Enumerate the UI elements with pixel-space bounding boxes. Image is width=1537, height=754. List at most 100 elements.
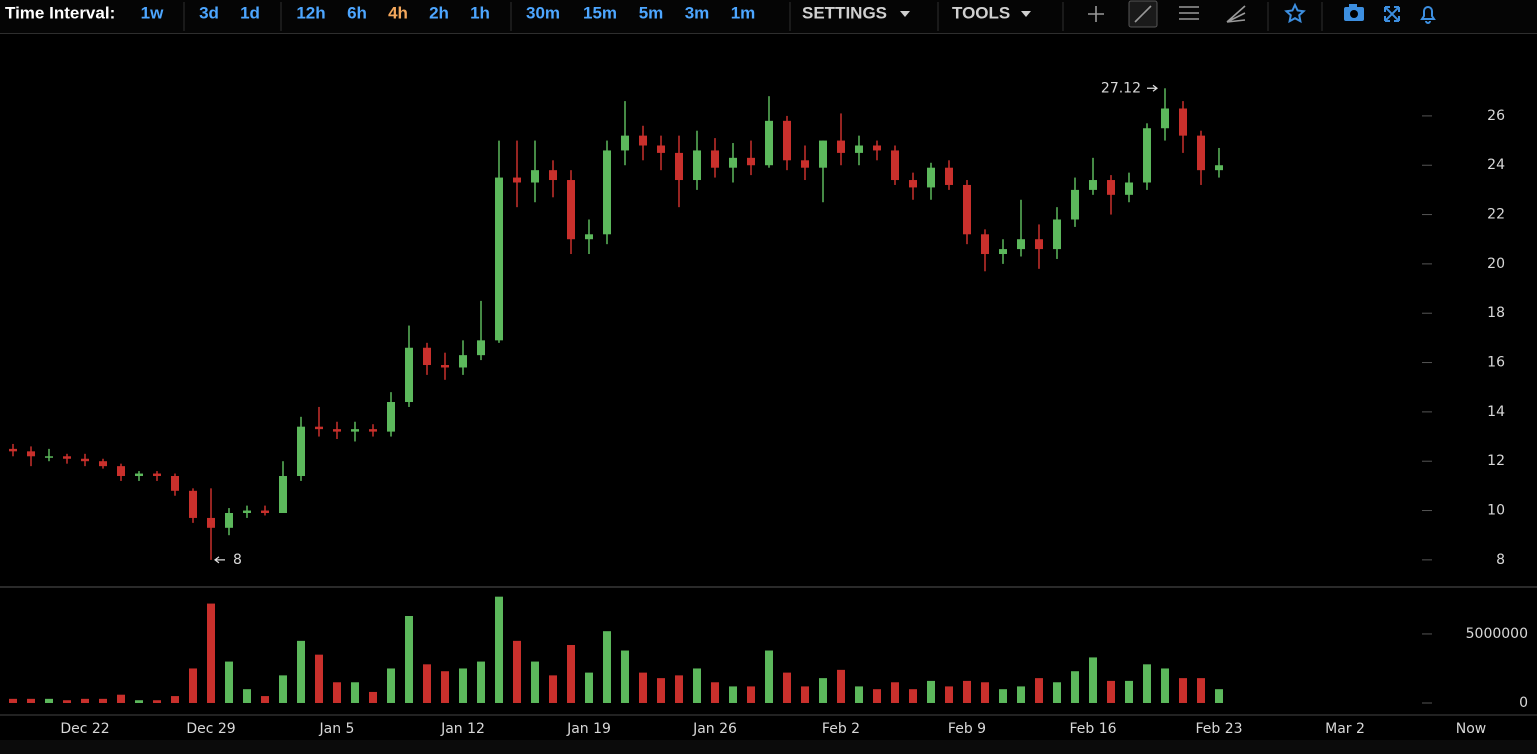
volume-bar [891, 682, 899, 703]
candle-body [45, 456, 53, 458]
interval-button[interactable]: 1w [141, 3, 164, 22]
y-tick-label: 26 [1487, 108, 1505, 124]
volume-bar [711, 682, 719, 703]
volume-bar [837, 669, 845, 703]
interval-button[interactable]: 1m [731, 3, 756, 22]
y-tick-label: 10 [1487, 503, 1505, 519]
interval-button[interactable]: 2h [429, 3, 449, 22]
volume-bar [621, 650, 629, 703]
volume-bar [45, 698, 53, 703]
candle-body [81, 458, 89, 462]
volume-bar [603, 631, 611, 703]
candle-body [351, 429, 359, 432]
volume-bar [117, 694, 125, 703]
x-tick-label: Jan 5 [319, 721, 355, 737]
candle-body [1053, 219, 1061, 250]
volume-bar [477, 661, 485, 703]
volume-bar [1089, 657, 1097, 703]
y-tick-label: 14 [1487, 404, 1505, 420]
screenshot-button[interactable] [1344, 4, 1364, 21]
interval-button[interactable]: 1d [240, 3, 260, 22]
interval-button[interactable]: 4h [388, 3, 408, 22]
volume-bar [729, 686, 737, 703]
volume-bar [405, 615, 413, 703]
x-tick-label: Dec 29 [186, 721, 235, 737]
candle-body [639, 135, 647, 146]
x-tick-label: Jan 26 [692, 721, 737, 737]
footer [0, 740, 1537, 754]
volume-bar [279, 675, 287, 703]
volume-bar [63, 700, 71, 703]
candle-body [963, 184, 971, 235]
interval-button[interactable]: 15m [583, 3, 617, 22]
y-tick-label: 18 [1487, 305, 1505, 321]
volume-bar [81, 698, 89, 703]
tools-menu[interactable]: TOOLS [952, 3, 1010, 22]
candle-body [927, 167, 935, 188]
volume-bar [369, 691, 377, 703]
candle-body [837, 140, 845, 153]
toolbar [0, 0, 1537, 33]
settings-menu[interactable]: SETTINGS [802, 3, 887, 22]
volume-bar [171, 696, 179, 703]
x-tick-label: Feb 9 [948, 721, 986, 737]
x-tick-label: Feb 16 [1069, 721, 1116, 737]
toolbar-label: Time Interval: [5, 3, 115, 22]
candle-body [477, 340, 485, 356]
fan-tool[interactable] [1226, 5, 1246, 23]
candle-body [711, 150, 719, 168]
volume-tick-label: 0 [1519, 695, 1528, 711]
candle-body [513, 177, 521, 183]
interval-button[interactable]: 3d [199, 3, 219, 22]
volume-bar [9, 698, 17, 703]
candle-body [171, 476, 179, 491]
x-tick-label: Dec 22 [60, 721, 109, 737]
volume-tick-label: 5000000 [1466, 626, 1528, 642]
candle-body [891, 150, 899, 181]
volume-bar [657, 678, 665, 703]
volume-bar [567, 644, 575, 703]
candle-body [675, 152, 683, 181]
interval-button[interactable]: 3m [685, 3, 710, 22]
alert-button[interactable] [1420, 6, 1436, 24]
candle-body [1179, 108, 1187, 136]
candle-body [747, 157, 755, 166]
interval-button[interactable]: 1h [470, 3, 490, 22]
interval-button[interactable]: 5m [639, 3, 664, 22]
candle-body [1143, 128, 1151, 183]
dropdown-caret [900, 11, 910, 17]
candle-body [99, 461, 107, 467]
candle-body [207, 517, 215, 528]
interval-button[interactable]: 30m [526, 3, 560, 22]
y-tick-label: 24 [1487, 157, 1505, 173]
interval-button[interactable]: 12h [296, 3, 325, 22]
volume-bar [225, 661, 233, 703]
candle-body [189, 490, 197, 518]
candle-body [297, 426, 305, 477]
volume-bar [207, 603, 215, 703]
crosshair-tool[interactable] [1088, 6, 1104, 22]
volume-bar [999, 689, 1007, 703]
candle-body [333, 429, 341, 432]
menu-tool[interactable] [1179, 6, 1199, 20]
candle-body [279, 476, 287, 514]
fullscreen-button[interactable] [1384, 6, 1400, 22]
candle-body [783, 120, 791, 161]
candle-body [819, 140, 827, 168]
line-tool[interactable] [1128, 0, 1158, 28]
volume-bar [531, 661, 539, 703]
min-label: 8 [233, 552, 242, 568]
volume-bar [1071, 671, 1079, 703]
favorite-button[interactable] [1284, 2, 1306, 24]
interval-button[interactable]: 6h [347, 3, 367, 22]
candle-body [909, 180, 917, 188]
y-tick-label: 8 [1496, 552, 1505, 568]
volume-bar [495, 596, 503, 703]
volume-bar [585, 672, 593, 703]
candle-body [567, 180, 575, 240]
volume-bar [819, 678, 827, 703]
volume-bar [549, 675, 557, 703]
candle-body [657, 145, 665, 153]
